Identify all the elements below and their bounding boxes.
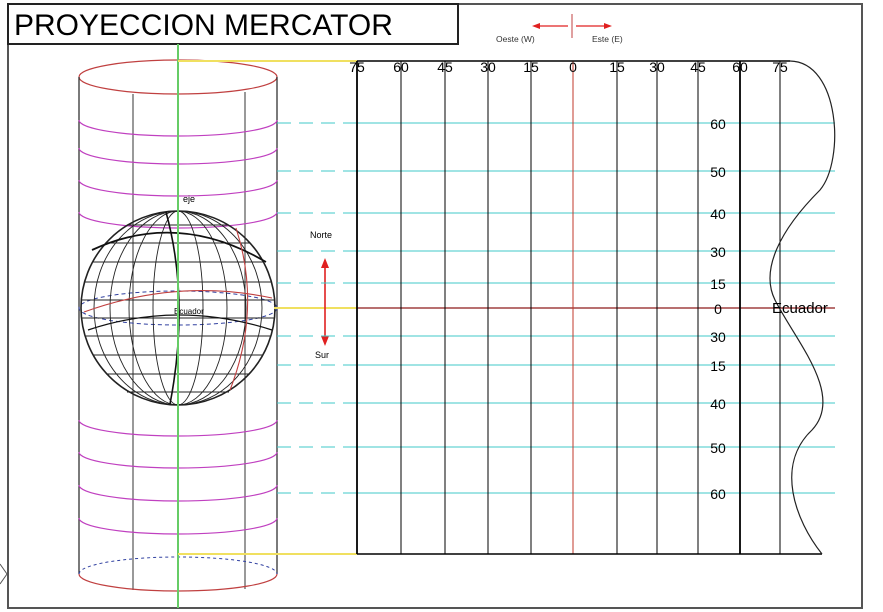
globe-axis-label: eje	[183, 194, 195, 204]
side-arrow-icon	[0, 563, 8, 585]
outer-frame	[7, 3, 863, 609]
latitude-label: 30	[710, 329, 726, 345]
longitude-label: 15	[609, 59, 625, 75]
compass-west-label: Oeste (W)	[496, 34, 535, 44]
page-title: PROYECCION MERCATOR	[14, 9, 393, 42]
latitude-label: 50	[710, 164, 726, 180]
compass-east-label: Este (E)	[592, 34, 623, 44]
equator-label: Ecuador	[772, 300, 828, 317]
longitude-label: 30	[480, 59, 496, 75]
west-arrow-icon	[532, 23, 540, 29]
longitude-label: 60	[732, 59, 748, 75]
longitude-label: 75	[349, 59, 365, 75]
longitude-label: 15	[523, 59, 539, 75]
latitude-label: 40	[710, 396, 726, 412]
latitude-label: 60	[710, 486, 726, 502]
longitude-label: 45	[437, 59, 453, 75]
latitude-label: 15	[710, 276, 726, 292]
latitude-label: 40	[710, 206, 726, 222]
longitude-label: 30	[649, 59, 665, 75]
latitude-label: 30	[710, 244, 726, 260]
east-arrow-icon	[604, 23, 612, 29]
globe-red-arc	[229, 227, 249, 391]
latitude-label: 15	[710, 358, 726, 374]
mercator-grid: 75 60 45 30 15 0 15 30 45 60 75 60 50 40 30 15 0 30 15 40 50…	[277, 59, 835, 555]
latitude-label: 50	[710, 440, 726, 456]
compass-legend: Oeste (W) Este (E)	[496, 14, 623, 44]
longitude-label: 60	[393, 59, 409, 75]
globe-center-label: Ecuador	[174, 307, 204, 316]
longitude-label: 75	[772, 59, 788, 75]
south-label: Sur	[315, 350, 329, 360]
longitude-label: 0	[569, 59, 577, 75]
title-box	[7, 3, 459, 45]
south-arrow-icon	[321, 336, 329, 346]
north-label: Norte	[310, 230, 332, 240]
longitude-label: 45	[690, 59, 706, 75]
latitude-label: 0	[714, 301, 722, 317]
north-south-indicator: Norte Sur	[310, 230, 332, 360]
north-arrow-icon	[321, 258, 329, 268]
latitude-label: 60	[710, 116, 726, 132]
map-wavy-edge	[769, 60, 836, 555]
